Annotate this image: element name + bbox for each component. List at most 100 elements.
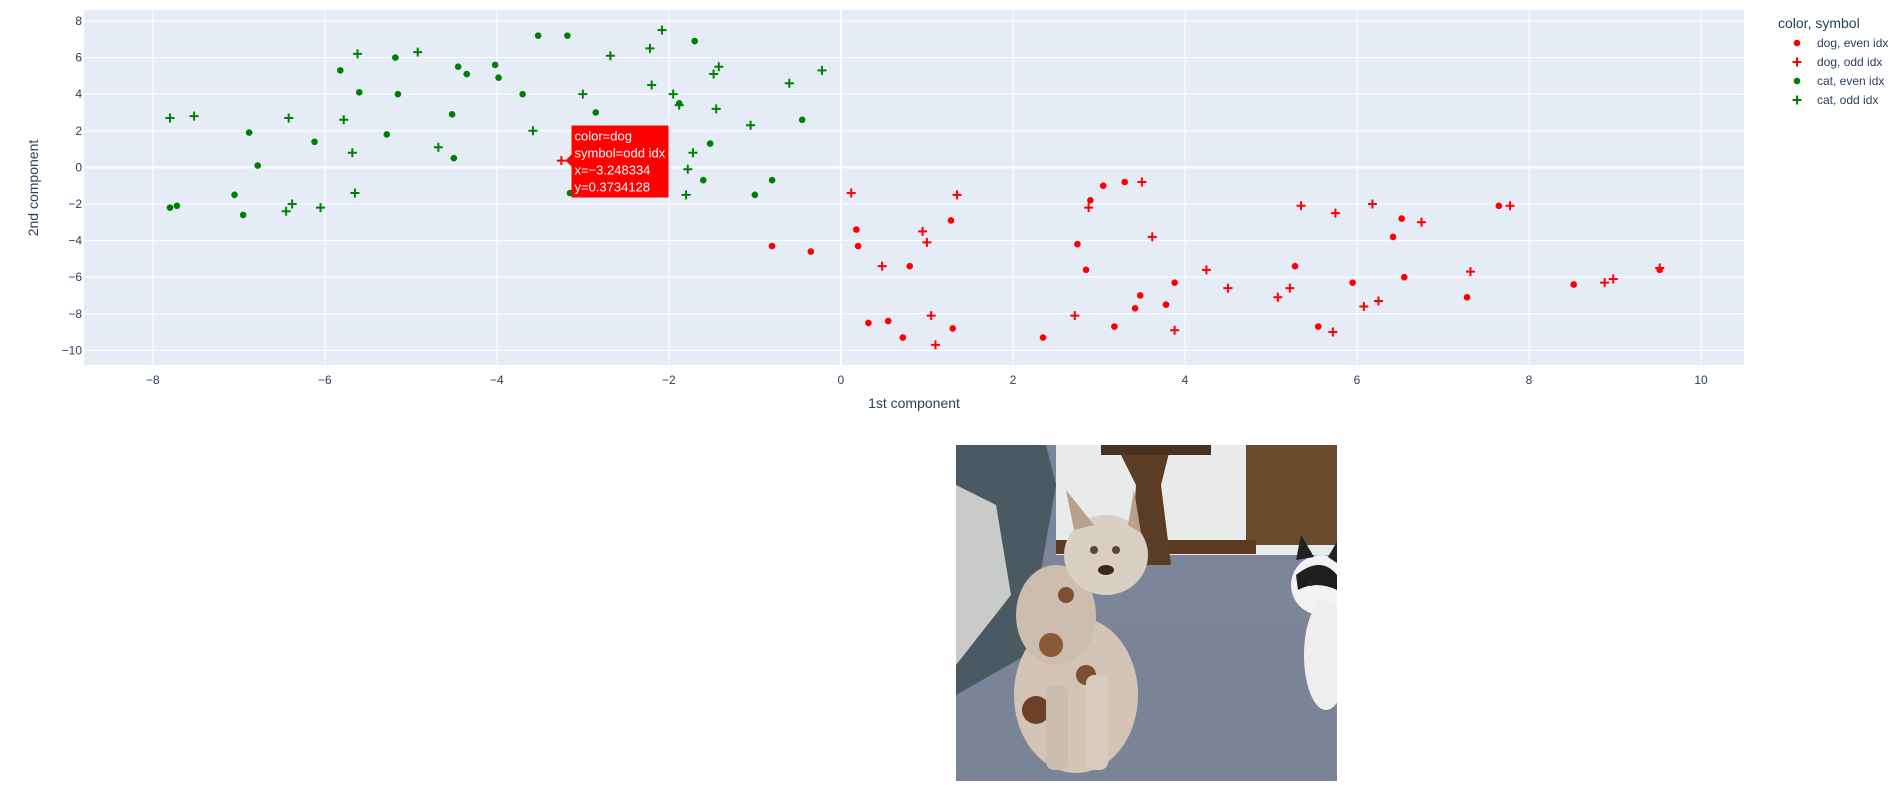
data-point[interactable] <box>949 325 957 332</box>
data-point[interactable] <box>926 311 936 321</box>
data-point[interactable] <box>519 90 526 98</box>
data-point[interactable] <box>353 49 363 59</box>
data-point[interactable] <box>495 74 502 82</box>
data-point[interactable] <box>846 188 856 198</box>
data-point[interactable] <box>1296 201 1306 211</box>
data-point[interactable] <box>1330 208 1340 218</box>
data-point[interactable] <box>173 202 181 210</box>
data-point[interactable] <box>433 142 443 152</box>
data-point[interactable] <box>1082 266 1090 274</box>
data-point[interactable] <box>807 248 815 255</box>
data-point[interactable] <box>311 138 318 146</box>
data-point[interactable] <box>688 148 698 158</box>
data-point[interactable] <box>413 47 423 57</box>
data-point[interactable] <box>817 65 827 75</box>
legend-marker[interactable] <box>1792 95 1802 105</box>
data-point[interactable] <box>668 89 678 99</box>
data-point[interactable] <box>1201 265 1211 275</box>
data-point[interactable] <box>1099 182 1107 189</box>
data-point[interactable] <box>657 25 667 35</box>
data-point[interactable] <box>1162 301 1170 308</box>
data-point[interactable] <box>645 43 655 53</box>
data-point[interactable] <box>1367 199 1377 209</box>
data-point[interactable] <box>751 191 759 199</box>
data-point[interactable] <box>798 116 806 124</box>
data-point[interactable] <box>1087 197 1094 204</box>
data-point[interactable] <box>254 162 262 169</box>
data-point[interactable] <box>1465 267 1475 277</box>
data-point[interactable] <box>394 90 402 98</box>
data-point[interactable] <box>350 188 360 198</box>
data-point[interactable] <box>1505 201 1515 211</box>
data-point[interactable] <box>1608 274 1618 284</box>
data-point[interactable] <box>463 70 471 78</box>
data-point[interactable] <box>337 67 344 74</box>
data-point[interactable] <box>1039 334 1047 341</box>
data-point[interactable] <box>556 156 566 166</box>
data-point[interactable] <box>1400 273 1408 281</box>
data-point[interactable] <box>1291 262 1299 270</box>
data-point[interactable] <box>1121 178 1129 186</box>
data-point[interactable] <box>647 80 657 90</box>
data-point[interactable] <box>1074 240 1081 248</box>
data-point[interactable] <box>768 176 776 184</box>
data-point[interactable] <box>853 226 860 233</box>
data-point[interactable] <box>1170 325 1180 335</box>
data-point[interactable] <box>683 164 693 174</box>
data-point[interactable] <box>1463 293 1471 301</box>
data-point[interactable] <box>865 319 872 327</box>
data-point[interactable] <box>448 111 456 118</box>
data-point[interactable] <box>1416 217 1426 227</box>
data-point[interactable] <box>166 204 174 211</box>
data-point[interactable] <box>454 63 462 71</box>
data-point[interactable] <box>1349 279 1356 286</box>
data-point[interactable] <box>1070 311 1080 321</box>
data-point[interactable] <box>1273 292 1283 302</box>
data-point[interactable] <box>1328 327 1338 337</box>
data-point[interactable] <box>784 78 794 88</box>
data-point[interactable] <box>768 242 776 250</box>
data-point[interactable] <box>605 51 615 61</box>
data-point[interactable] <box>691 37 698 45</box>
data-point[interactable] <box>239 211 247 219</box>
data-point[interactable] <box>1314 323 1322 330</box>
data-point[interactable] <box>231 191 238 199</box>
data-point[interactable] <box>564 32 571 39</box>
data-point[interactable] <box>392 54 399 61</box>
data-point[interactable] <box>284 113 294 123</box>
data-point[interactable] <box>699 176 707 184</box>
data-point[interactable] <box>1223 283 1233 293</box>
data-point[interactable] <box>1084 203 1094 213</box>
data-point[interactable] <box>854 242 862 250</box>
data-point[interactable] <box>189 111 199 121</box>
data-point[interactable] <box>877 261 887 271</box>
data-point[interactable] <box>1389 233 1397 241</box>
data-point[interactable] <box>534 32 542 39</box>
data-point[interactable] <box>592 109 600 116</box>
data-point[interactable] <box>922 237 932 247</box>
data-point[interactable] <box>906 262 913 270</box>
data-point[interactable] <box>491 61 499 69</box>
data-point[interactable] <box>578 89 588 99</box>
data-point[interactable] <box>1131 304 1139 312</box>
data-point[interactable] <box>706 140 714 147</box>
legend-marker[interactable] <box>1792 57 1802 67</box>
data-point[interactable] <box>918 226 928 236</box>
legend-marker[interactable] <box>1793 39 1801 47</box>
data-point[interactable] <box>1570 281 1577 288</box>
data-point[interactable] <box>165 113 175 123</box>
data-point[interactable] <box>1600 278 1610 288</box>
data-point[interactable] <box>281 206 291 216</box>
data-point[interactable] <box>1111 323 1118 330</box>
legend-marker[interactable] <box>1793 77 1801 85</box>
data-point[interactable] <box>1137 177 1147 187</box>
data-point[interactable] <box>316 203 326 213</box>
data-point[interactable] <box>1136 292 1144 299</box>
data-point[interactable] <box>383 131 391 138</box>
data-point[interactable] <box>746 120 756 130</box>
data-point[interactable] <box>1495 202 1503 210</box>
data-point[interactable] <box>947 217 955 224</box>
data-point[interactable] <box>1147 232 1157 242</box>
data-point[interactable] <box>528 126 538 136</box>
data-point[interactable] <box>709 69 719 79</box>
